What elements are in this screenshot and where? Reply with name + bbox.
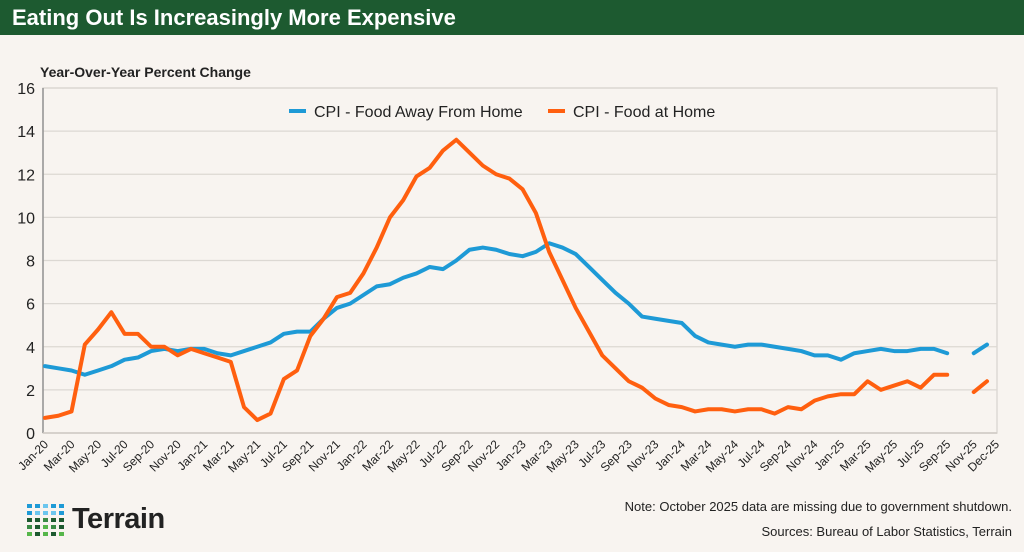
logo-dot xyxy=(59,503,64,508)
logo-dot xyxy=(27,531,32,536)
y-tick-label: 16 xyxy=(17,81,35,98)
logo-dot xyxy=(43,531,48,536)
y-tick-label: 0 xyxy=(26,426,35,443)
logo-dot xyxy=(35,531,40,536)
logo-dot xyxy=(43,510,48,515)
sources: Sources: Bureau of Labor Statistics, Ter… xyxy=(761,524,1013,539)
logo-dot xyxy=(51,524,56,529)
y-tick-label: 4 xyxy=(26,340,35,357)
logo-dot xyxy=(43,524,48,529)
y-tick-label: 10 xyxy=(17,210,35,227)
logo-dot xyxy=(35,510,40,515)
y-axis-label: Year-Over-Year Percent Change xyxy=(40,64,251,80)
logo-dot xyxy=(35,524,40,529)
legend-label: CPI - Food Away From Home xyxy=(314,104,523,121)
logo-dot xyxy=(43,503,48,508)
logo-dot xyxy=(43,517,48,522)
logo-dot xyxy=(35,517,40,522)
y-tick-label: 12 xyxy=(17,167,35,184)
logo-dot xyxy=(27,510,32,515)
logo-dot xyxy=(27,503,32,508)
logo-dot xyxy=(59,524,64,529)
logo-dot xyxy=(35,503,40,508)
series-line-food-at-home xyxy=(971,379,989,395)
terrain-logo: Terrain xyxy=(27,503,165,536)
y-tick-label: 8 xyxy=(26,254,35,271)
series-line-food-away-from-home xyxy=(971,342,989,356)
logo-mark-icon xyxy=(27,503,64,536)
logo-dot xyxy=(59,531,64,536)
y-tick-label: 2 xyxy=(26,383,35,400)
series-line-food-at-home xyxy=(43,137,950,423)
logo-dot xyxy=(27,517,32,522)
logo-dot xyxy=(51,517,56,522)
logo-dot xyxy=(59,517,64,522)
logo-text: Terrain xyxy=(72,503,165,535)
logo-dot xyxy=(27,524,32,529)
y-tick-label: 6 xyxy=(26,297,35,314)
legend-label: CPI - Food at Home xyxy=(573,104,715,121)
chart-title: Eating Out Is Increasingly More Expensiv… xyxy=(12,5,456,30)
logo-dot xyxy=(59,510,64,515)
logo-dot xyxy=(51,510,56,515)
logo-dot xyxy=(51,531,56,536)
logo-dot xyxy=(51,503,56,508)
chart-title-banner: Eating Out Is Increasingly More Expensiv… xyxy=(0,0,1024,35)
y-tick-label: 14 xyxy=(17,124,35,141)
footnote: Note: October 2025 data are missing due … xyxy=(624,499,1012,514)
